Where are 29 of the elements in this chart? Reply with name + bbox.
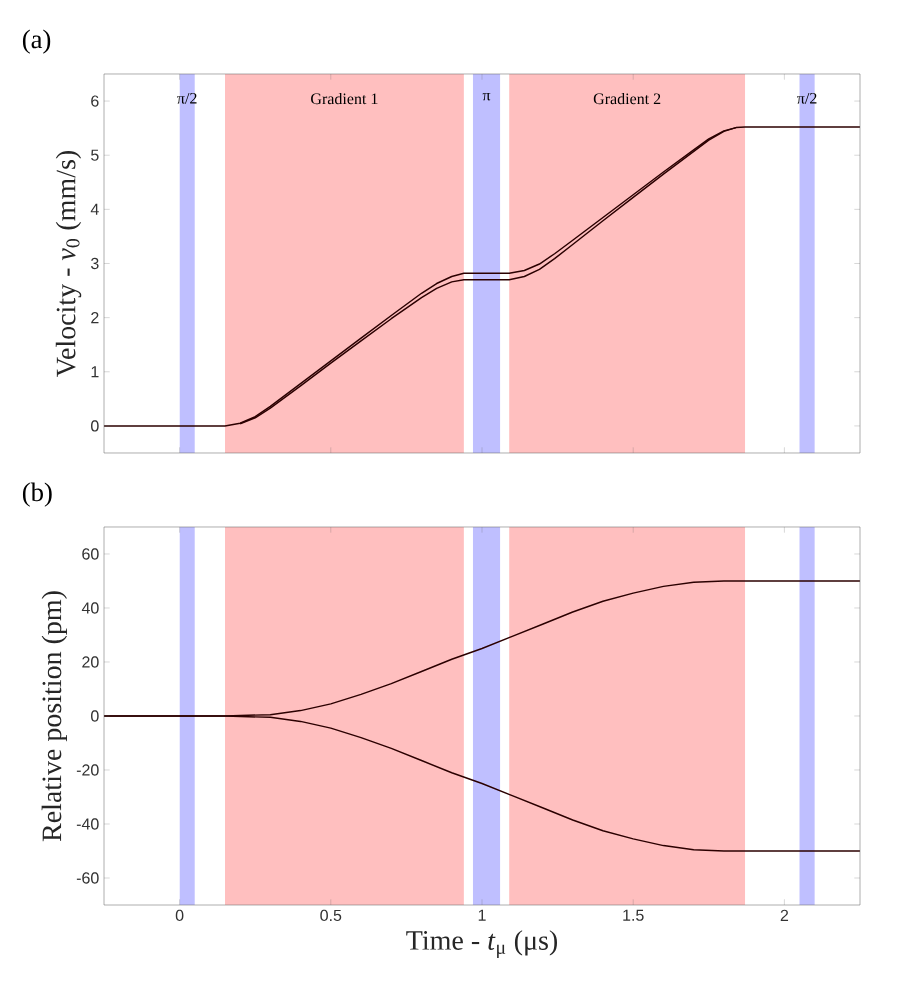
chart-title: (b) <box>22 482 52 507</box>
y-tick-label: 5 <box>91 149 99 161</box>
y-tick-label: 3 <box>91 257 99 270</box>
x-tick-label: 0 <box>175 909 184 922</box>
chart-title: (a) <box>22 29 51 54</box>
x-tick-label: 0.5 <box>320 909 342 922</box>
y-tick-label: 60 <box>82 548 99 560</box>
band-label: Gradient 2 <box>593 92 661 105</box>
y-tick-label: -40 <box>76 818 99 830</box>
y-tick-label: 0 <box>91 710 99 722</box>
x-axis-title: Time - t$_{μ}$ (μs) <box>406 930 558 958</box>
band-label: π/2 <box>797 92 817 104</box>
y-tick-label: 6 <box>91 95 99 107</box>
band-label: Gradient 1 <box>311 92 378 105</box>
y-axis-title: Relative position (pm) <box>41 591 68 842</box>
y-axis-title: Velocity - v$_{0}$ (mm/s) <box>55 151 82 377</box>
y-tick-label: 20 <box>82 656 99 668</box>
x-tick-label: 1 <box>478 909 486 921</box>
y-tick-label: -60 <box>76 872 99 884</box>
band-label: π <box>482 92 491 101</box>
y-tick-label: 2 <box>91 312 99 324</box>
x-tick-label: 1.5 <box>623 909 644 921</box>
y-tick-label: -20 <box>76 764 99 776</box>
band-label: π/2 <box>177 92 197 104</box>
y-tick-label: 1 <box>91 366 99 378</box>
y-tick-label: 4 <box>90 203 99 215</box>
y-tick-label: 40 <box>81 602 99 614</box>
x-tick-label: 2 <box>780 909 789 921</box>
y-tick-label: 0 <box>91 420 99 432</box>
